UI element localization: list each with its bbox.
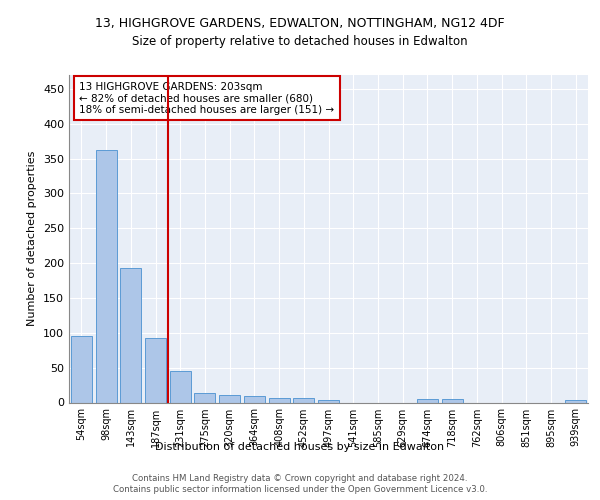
Bar: [293, 398, 314, 402]
Text: 13 HIGHGROVE GARDENS: 203sqm
← 82% of detached houses are smaller (680)
18% of s: 13 HIGHGROVE GARDENS: 203sqm ← 82% of de…: [79, 82, 335, 114]
Bar: [170, 371, 191, 402]
Bar: [318, 400, 339, 402]
Text: Size of property relative to detached houses in Edwalton: Size of property relative to detached ho…: [132, 35, 468, 48]
Text: Contains public sector information licensed under the Open Government Licence v3: Contains public sector information licen…: [113, 485, 487, 494]
Bar: [244, 396, 265, 402]
Bar: [95, 150, 116, 402]
Bar: [565, 400, 586, 402]
Bar: [145, 338, 166, 402]
Bar: [417, 399, 438, 402]
Bar: [120, 268, 141, 402]
Bar: [219, 395, 240, 402]
Bar: [442, 399, 463, 402]
Bar: [71, 336, 92, 402]
Text: Contains HM Land Registry data © Crown copyright and database right 2024.: Contains HM Land Registry data © Crown c…: [132, 474, 468, 483]
Bar: [269, 398, 290, 402]
Y-axis label: Number of detached properties: Number of detached properties: [28, 151, 37, 326]
Bar: [194, 392, 215, 402]
Text: Distribution of detached houses by size in Edwalton: Distribution of detached houses by size …: [155, 442, 445, 452]
Text: 13, HIGHGROVE GARDENS, EDWALTON, NOTTINGHAM, NG12 4DF: 13, HIGHGROVE GARDENS, EDWALTON, NOTTING…: [95, 18, 505, 30]
